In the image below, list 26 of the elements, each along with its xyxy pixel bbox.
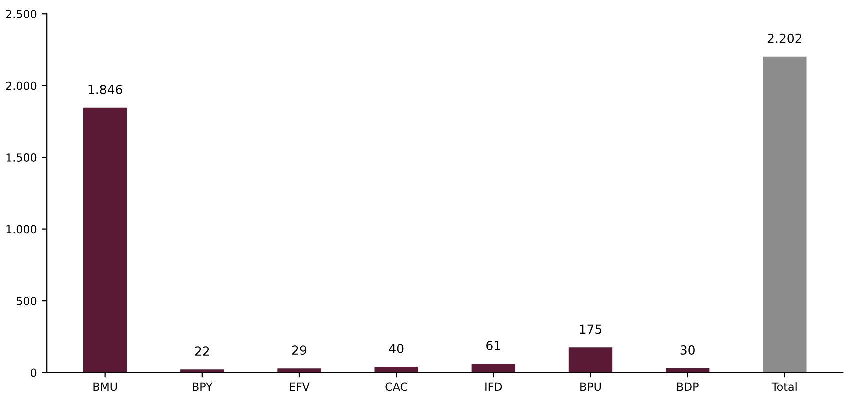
y-tick-label: 1.000 — [6, 225, 37, 234]
y-tick-label: 500 — [17, 297, 37, 306]
x-tick-label: BPU — [580, 382, 602, 392]
bar — [568, 348, 613, 373]
y-tick-label: 1.500 — [6, 154, 37, 162]
data-label: 22 — [195, 346, 210, 356]
data-label: 1.846 — [88, 84, 122, 94]
y-tick-label: 2.500 — [6, 10, 37, 18]
data-label: 175 — [580, 324, 602, 334]
data-label: 61 — [486, 341, 500, 350]
y-tick-label: 2.000 — [6, 82, 37, 90]
y-tick-label: 0 — [31, 368, 37, 378]
data-label: 30 — [680, 345, 695, 355]
bar — [472, 364, 516, 373]
x-tick-label: BPY — [193, 382, 213, 391]
data-label: 2.202 — [768, 34, 802, 44]
bar — [83, 108, 128, 373]
x-tick-label: CAC — [386, 382, 408, 392]
x-tick-label: BMU — [94, 382, 118, 392]
data-label: 40 — [389, 344, 404, 354]
x-tick-label: EFV — [290, 382, 310, 391]
x-tick-label: IFD — [486, 382, 502, 391]
x-tick-label: Total — [772, 382, 797, 392]
data-label: 29 — [292, 346, 307, 356]
bar — [763, 56, 807, 373]
x-tick-label: BDP — [677, 382, 699, 391]
